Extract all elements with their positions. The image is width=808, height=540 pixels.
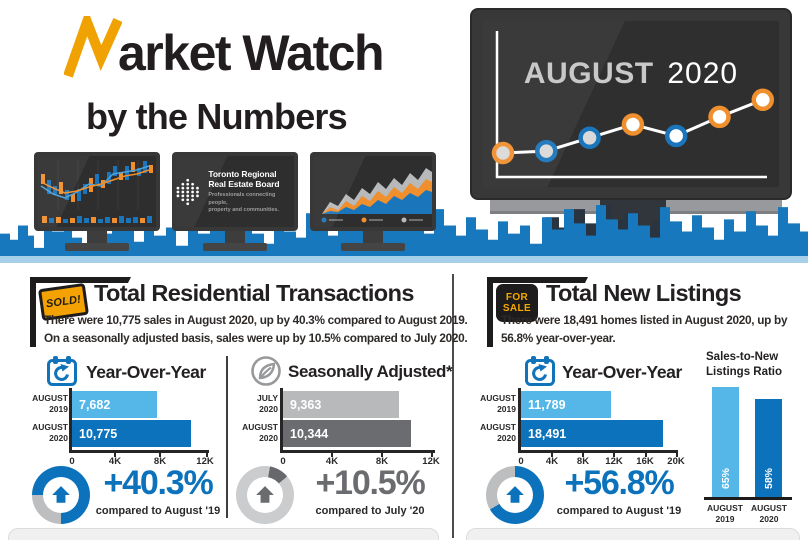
page-title-text: arket Watch xyxy=(118,25,385,81)
trreb-name-line1: Toronto Regional xyxy=(208,169,277,180)
transactions-sa-caption: compared to July '20 xyxy=(315,505,425,517)
page-subtitle: by the Numbers xyxy=(86,96,348,137)
x-tick-label: 12K xyxy=(422,456,440,467)
bar-category-label: JULY 2020 xyxy=(257,393,278,414)
listings-yoy-stat: +56.8% xyxy=(564,464,674,502)
listings-yoy-title: Year-Over-Year xyxy=(562,362,682,382)
hero-monitor: AUGUST 2020 xyxy=(470,8,792,200)
next-section-card-peek xyxy=(8,528,439,540)
up-arrow-icon xyxy=(506,486,524,503)
listings-yoy-caption: compared to August '19 xyxy=(556,505,682,517)
transactions-description: There were 10,775 sales in August 2020, … xyxy=(44,313,468,345)
y-axis xyxy=(518,388,521,450)
section-divider xyxy=(452,274,454,538)
calendar-refresh-icon xyxy=(525,356,555,386)
listings-description: There were 18,491 homes listed in August… xyxy=(501,313,788,345)
x-tick-label: 20K xyxy=(667,456,685,467)
up-arrow-icon xyxy=(52,486,70,503)
x-tick-label: 4K xyxy=(108,456,122,467)
x-axis xyxy=(280,450,435,453)
bar-category-label: AUGUST 2020 xyxy=(32,422,68,443)
next-section-card-peek xyxy=(466,528,800,540)
bar-category-label: AUGUST 2020 xyxy=(480,422,516,443)
candlestick-chart-art xyxy=(40,160,153,223)
bar-row: 11,789 xyxy=(520,391,675,418)
ratio-bar-slot: 65% xyxy=(712,328,739,497)
bar-row: 7,682 xyxy=(71,391,205,418)
trreb-logo-text: Toronto Regional Real Estate Board Profe… xyxy=(208,169,294,214)
market-line-m-icon xyxy=(64,16,122,78)
x-tick-label: 0 xyxy=(280,456,286,467)
increase-donut-icon xyxy=(486,466,544,524)
x-tick-label: 12K xyxy=(196,456,214,467)
ratio-category-label: AUGUST 2020 xyxy=(751,503,787,525)
x-tick-label: 4K xyxy=(545,456,559,467)
x-axis xyxy=(518,450,678,453)
transactions-sa-stat: +10.5% xyxy=(315,464,425,502)
x-tick-label: 12K xyxy=(605,456,623,467)
transactions-yoy-caption: compared to August '19 xyxy=(95,505,221,517)
forsale-sign-badge: FOR SALE xyxy=(496,284,538,322)
y-axis xyxy=(69,388,72,450)
bar-row: 18,491 xyxy=(520,420,675,447)
ratio-category-label: AUGUST 2019 xyxy=(707,503,743,525)
bar-row: 10,775 xyxy=(71,420,205,447)
city-skyline-front xyxy=(0,205,808,258)
ratio-baseline xyxy=(704,497,792,500)
trreb-tagline: Professionals connecting people, property… xyxy=(208,192,279,213)
ratio-chart-title: Sales-to-New Listings Ratio xyxy=(706,351,783,378)
y-axis xyxy=(280,388,283,450)
city-skyline xyxy=(0,205,808,258)
x-tick-label: 4K xyxy=(325,456,339,467)
x-tick-label: 8K xyxy=(153,456,167,467)
increase-donut-icon-gray xyxy=(236,466,294,524)
trreb-dots-logo-icon xyxy=(176,178,199,205)
subsection-divider xyxy=(226,356,228,518)
hero-monitor-screen: AUGUST 2020 xyxy=(483,21,779,187)
bar-category-label: AUGUST 2019 xyxy=(32,393,68,414)
leaf-icon xyxy=(251,356,281,386)
forsale-sign-post xyxy=(487,277,493,347)
x-tick-label: 8K xyxy=(375,456,389,467)
monitor-trreb-logo: Toronto Regional Real Estate Board Profe… xyxy=(172,152,298,257)
bar-category-label: AUGUST 2019 xyxy=(480,393,516,414)
sold-sign-post xyxy=(30,277,36,347)
listings-title: Total New Listings xyxy=(546,280,742,306)
transactions-yoy-title: Year-Over-Year xyxy=(86,362,206,382)
bar-row: 9,363 xyxy=(282,391,432,418)
x-axis xyxy=(69,450,209,453)
area-chart-art xyxy=(321,168,432,223)
forsale-sign-arm xyxy=(487,277,588,283)
x-tick-label: 8K xyxy=(576,456,590,467)
skyline-base-strip xyxy=(0,256,808,263)
hero-date: AUGUST 2020 xyxy=(483,57,779,91)
x-tick-label: 0 xyxy=(518,456,524,467)
x-tick-label: 0 xyxy=(69,456,75,467)
sold-sign-arm xyxy=(30,277,131,283)
page-title: arket Watch xyxy=(64,16,385,81)
increase-donut-icon xyxy=(32,466,90,524)
bar-category-label: AUGUST 2020 xyxy=(242,422,278,443)
transactions-yoy-stat: +40.3% xyxy=(103,464,213,502)
hero-year: 2020 xyxy=(667,57,739,90)
transactions-sa-title: Seasonally Adjusted* xyxy=(288,362,453,381)
x-tick-label: 16K xyxy=(636,456,654,467)
calendar-refresh-icon xyxy=(47,356,77,386)
ratio-bar-slot: 58% xyxy=(755,328,782,497)
transactions-title: Total Residential Transactions xyxy=(94,280,414,306)
hero-month: AUGUST xyxy=(523,57,654,90)
trreb-name-line2: Real Estate Board xyxy=(208,179,280,190)
monitor-area-chart xyxy=(310,152,436,257)
hero-trend-line-chart xyxy=(491,31,775,179)
up-arrow-icon xyxy=(256,486,274,503)
bar-row: 10,344 xyxy=(282,420,432,447)
monitor-candlestick xyxy=(34,152,160,257)
